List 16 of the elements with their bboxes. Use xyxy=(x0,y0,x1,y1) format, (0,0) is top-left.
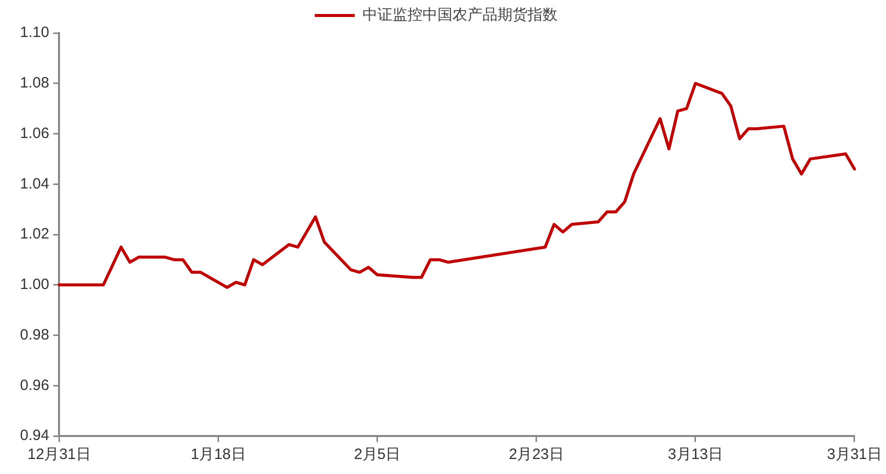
x-tick-label: 12月31日 xyxy=(28,446,91,464)
x-tick-label: 2月5日 xyxy=(354,446,401,464)
x-tick-label: 1月18日 xyxy=(190,446,246,464)
x-tick-label: 2月23日 xyxy=(508,446,564,464)
y-tick-label: 0.98 xyxy=(20,326,50,344)
legend-label: 中证监控中国农产品期货指数 xyxy=(362,6,558,24)
y-tick-label: 1.06 xyxy=(20,124,50,142)
y-tick-label: 1.04 xyxy=(20,175,50,192)
y-tick-label: 1.02 xyxy=(20,226,50,243)
y-tick-label: 0.96 xyxy=(20,376,50,394)
y-tick-label: 1.10 xyxy=(20,24,50,42)
y-tick-label: 1.00 xyxy=(20,276,50,294)
y-tick-label: 1.08 xyxy=(20,74,50,92)
y-tick-label: 0.94 xyxy=(20,427,50,444)
x-tick-label: 3月13日 xyxy=(668,446,723,464)
x-tick-label: 3月31日 xyxy=(826,446,882,464)
